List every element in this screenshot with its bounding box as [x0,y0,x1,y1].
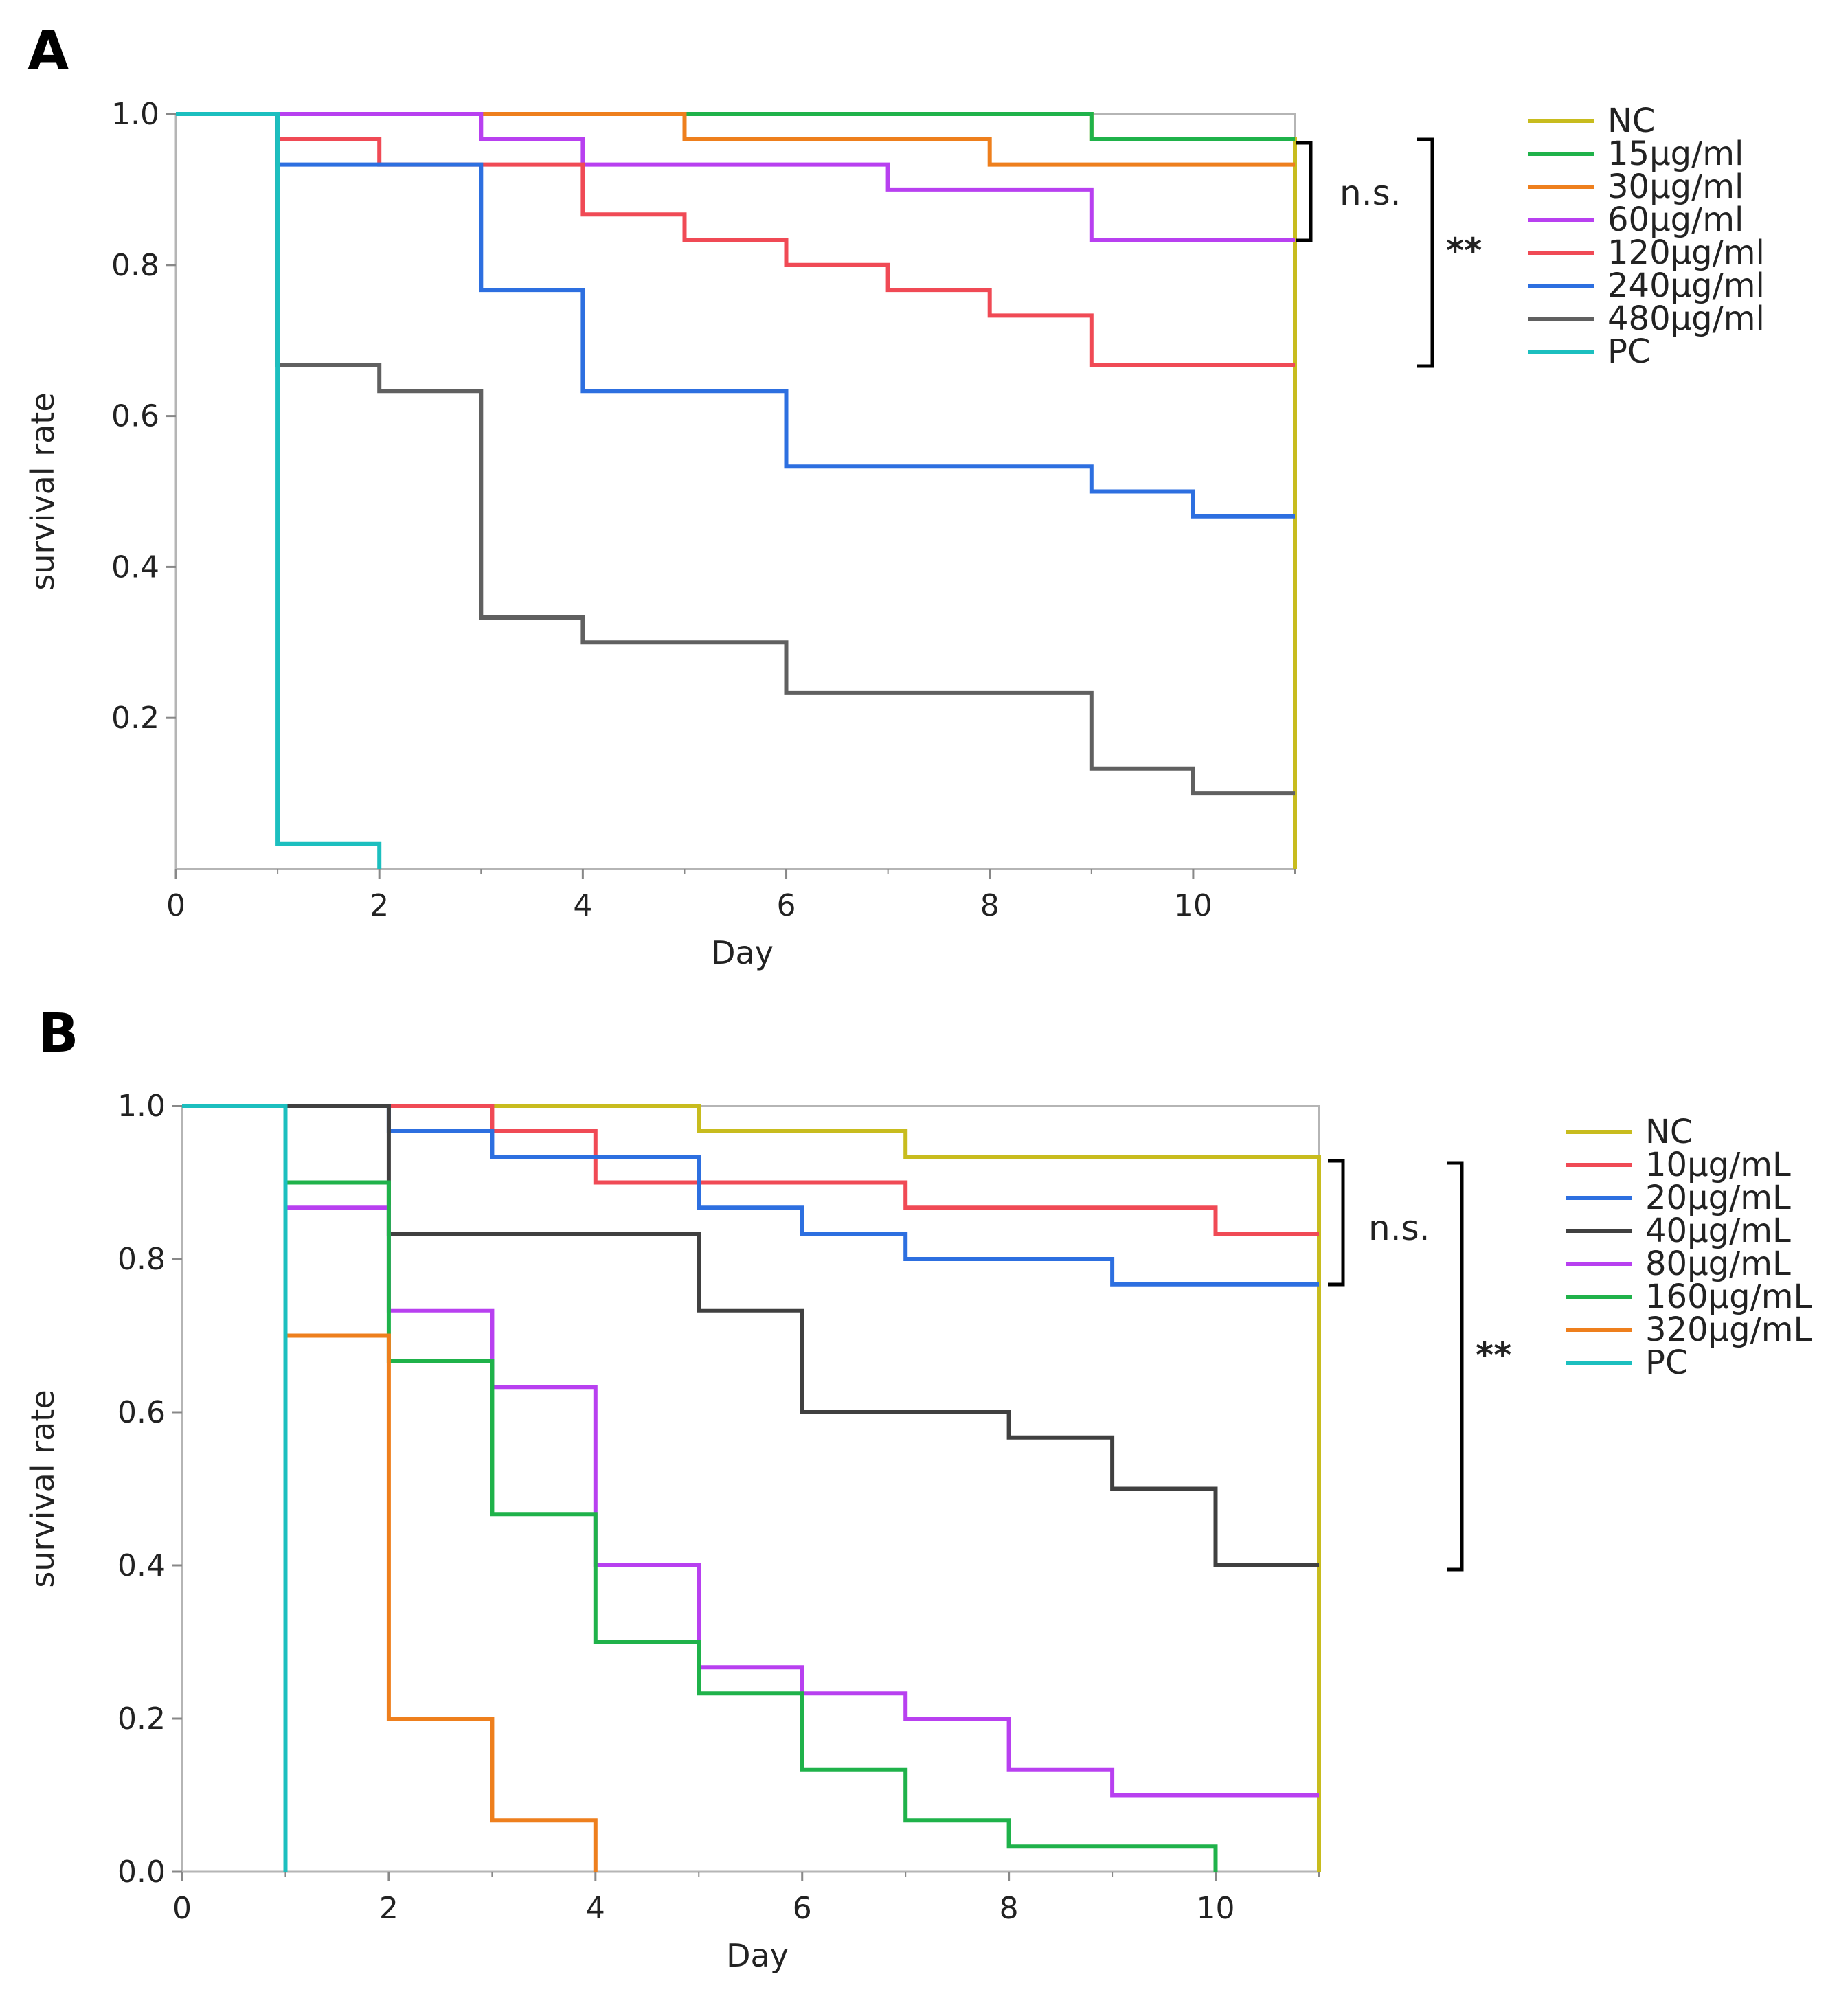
series-line-pc[interactable] [182,1104,288,1872]
legend-label-80ug-ml: 80μg/mL [1645,1245,1791,1283]
series-line-120ug-ml[interactable] [176,112,1295,367]
x-tick-label: 8 [980,888,1000,923]
y-axis-title: survival rate [24,1390,61,1587]
x-tick-label: 2 [370,888,389,923]
series-line-15ug-ml[interactable] [176,112,1295,141]
panel-b-chart: 0 2 4 6 8 10 0.0 0.2 0.4 0.6 0.8 1.0 Day survival rat… [24,1089,1812,1974]
y-axis-title: survival rate [24,392,61,590]
ns-bracket [1328,1159,1345,1287]
y-tick-label: 0.0 [117,1855,166,1890]
series-line-pc[interactable] [176,112,382,869]
x-tick-label: 8 [1000,1891,1019,1926]
x-tick-label: 0 [166,888,185,923]
x-axis-title: Day [711,934,774,971]
series-line-40ug-ml[interactable] [182,1104,1319,1567]
ns-bracket [1296,141,1313,242]
ns-label: n.s. [1340,173,1401,213]
series-line-10ug-ml[interactable] [182,1104,1319,1236]
legend-label-15ug-ml: 15μg/ml [1607,135,1744,173]
x-tick-label: 2 [379,1891,398,1926]
y-tick-label: 0.8 [111,248,159,283]
series-line-30ug-ml[interactable] [176,112,1295,167]
y-tick-label: 0.6 [117,1395,166,1430]
x-tick-label: 4 [586,1891,605,1926]
panel-b-letter: B [38,1003,79,1065]
panel-a-chart: 0 2 4 6 8 10 0.2 0.4 0.6 0.8 1.0 Day survival rate NC… [24,97,1765,971]
legend-label-pc: PC [1645,1344,1688,1382]
legend-label-60ug-ml: 60μg/ml [1607,201,1744,239]
y-tick-label: 1.0 [111,97,159,132]
significance-bracket [1447,1161,1464,1572]
legend-label-30ug-ml: 30μg/ml [1607,168,1744,206]
legend-label-40ug-ml: 40μg/mL [1645,1212,1791,1250]
x-tick-label: 4 [573,888,592,923]
legend-label-160ug-ml: 160μg/mL [1645,1278,1812,1316]
y-tick-label: 0.4 [111,550,159,585]
significance-label: ** [1476,1335,1511,1375]
x-tick-label: 6 [777,888,796,923]
legend-label-nc: NC [1607,102,1655,140]
x-tick-label: 6 [793,1891,812,1926]
series-line-20ug-ml[interactable] [182,1104,1319,1287]
series-line-160ug-ml[interactable] [182,1104,1218,1872]
y-tick-label: 1.0 [117,1089,166,1124]
legend-label-480ug-ml: 480μg/ml [1607,299,1765,338]
ns-label: n.s. [1368,1208,1430,1248]
significance-bracket [1417,137,1434,368]
series-line-nc[interactable] [182,1104,1321,1872]
legend-label-240ug-ml: 240μg/ml [1607,267,1765,305]
y-tick-label: 0.4 [117,1548,166,1583]
legend-label-nc: NC [1645,1113,1693,1151]
series-line-60ug-ml[interactable] [176,112,1295,242]
x-tick-label: 0 [172,1891,192,1926]
x-axis-title: Day [726,1937,789,1974]
panel-a-letter: A [27,21,69,82]
legend-label-10ug-ml: 10μg/mL [1645,1146,1791,1184]
y-tick-label: 0.2 [117,1701,166,1736]
y-tick-label: 0.6 [111,399,159,434]
series-line-240ug-ml[interactable] [176,112,1295,519]
significance-label: ** [1446,231,1482,271]
x-tick-label: 10 [1197,1891,1235,1926]
legend-label-pc: PC [1607,332,1650,371]
legend-label-120ug-ml: 120μg/ml [1607,234,1765,272]
legend-label-20ug-ml: 20μg/mL [1645,1179,1791,1217]
series-line-480ug-ml[interactable] [176,112,1295,796]
legend-label-320ug-ml: 320μg/mL [1645,1311,1812,1349]
x-tick-label: 10 [1174,888,1212,923]
y-tick-label: 0.8 [117,1242,166,1277]
y-tick-label: 0.2 [111,701,159,736]
